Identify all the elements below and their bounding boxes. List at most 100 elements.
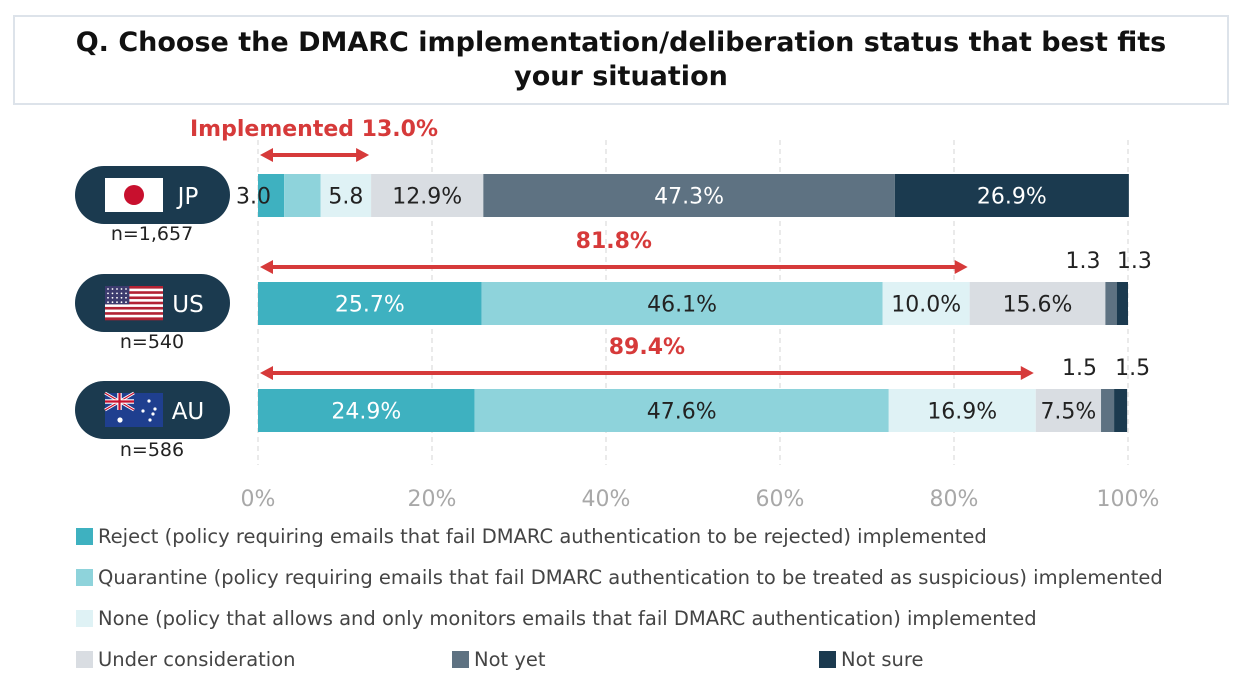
us-flag-star [116, 296, 118, 299]
data-label: 3.0 [236, 185, 271, 210]
us-flag-star [116, 301, 118, 304]
legend-swatch [452, 651, 469, 668]
southern-cross-star [151, 412, 155, 416]
legend-label: Quarantine (policy requiring emails that… [98, 566, 1163, 589]
data-label: 1.3 [1066, 249, 1101, 274]
bar-segment [483, 174, 895, 217]
southern-cross-star [153, 407, 157, 411]
legend-label: None (policy that allows and only monito… [98, 607, 1037, 630]
sample-size-label: n=586 [120, 439, 184, 461]
chart-title: Q. Choose the DMARC implementation/delib… [75, 27, 1167, 92]
legend-swatch [76, 569, 93, 586]
sample-size-label: n=540 [120, 331, 184, 353]
bar-segment [371, 174, 484, 217]
data-label: 12.9% [392, 185, 462, 210]
us-flag-star [116, 292, 118, 295]
legend-label: Under consideration [98, 648, 296, 671]
bar-segment [320, 174, 372, 217]
country-label: JP [176, 184, 199, 210]
bar-segment [474, 389, 889, 432]
data-label: 16.9% [927, 400, 997, 425]
legend-swatch [819, 651, 836, 668]
southern-cross-star [141, 409, 145, 413]
data-label: 47.6% [647, 400, 717, 425]
bar-segment [969, 282, 1106, 325]
southern-cross-star [147, 399, 151, 403]
annotation-arrowhead [1020, 366, 1034, 380]
bar-segment [481, 282, 883, 325]
us-flag-star [125, 288, 127, 290]
data-label: 26.9% [977, 185, 1047, 210]
data-label: 24.9% [331, 400, 401, 425]
us-flag-star [107, 292, 109, 295]
data-label: 5.8 [328, 185, 363, 210]
legend-label: Not yet [474, 648, 546, 671]
commonwealth-star [117, 417, 123, 423]
sample-size-label: n=1,657 [111, 223, 193, 245]
legend-item: Not yet [452, 648, 546, 671]
japan-flag-sun [124, 185, 144, 205]
data-label: 47.3% [654, 185, 724, 210]
legend-item: Under consideration [76, 648, 296, 671]
data-label: 1.3 [1117, 249, 1152, 274]
legend-label: Not sure [841, 648, 924, 671]
data-label: 25.7% [335, 293, 405, 318]
us-flag-star [111, 288, 114, 290]
bar-segment [888, 389, 1036, 432]
bar-segment [284, 174, 321, 217]
southern-cross-star [148, 418, 152, 422]
us-flag-star [125, 292, 127, 295]
us-flag-star [125, 301, 127, 304]
chart-title-box: Q. Choose the DMARC implementation/delib… [13, 15, 1229, 105]
legend-swatch [76, 610, 93, 627]
legend-item: Reject (policy requiring emails that fai… [76, 525, 987, 548]
bar-segment [258, 282, 482, 325]
us-flag-star [120, 301, 123, 304]
bar-segment [1101, 389, 1115, 432]
annotation-label: 89.4% [609, 335, 685, 360]
x-tick-label: 0% [241, 487, 276, 512]
data-label: 1.5 [1062, 356, 1097, 381]
country-label: US [172, 292, 203, 318]
data-label: 7.5% [1040, 400, 1096, 425]
us-flag-star [120, 292, 123, 295]
us-flag-star [111, 301, 114, 304]
x-tick-label: 80% [930, 487, 979, 512]
bar-segment [258, 389, 475, 432]
bar-segment [258, 174, 285, 217]
us-flag-star [111, 296, 114, 299]
annotation-arrowhead [260, 148, 273, 162]
annotation-label: 81.8% [576, 229, 652, 254]
data-label: 46.1% [647, 293, 717, 318]
legend-item: Not sure [819, 648, 923, 671]
country-label: AU [172, 399, 205, 425]
annotation-arrowhead [356, 148, 370, 162]
us-flag-star [107, 301, 109, 304]
us-flag-star [116, 288, 118, 290]
data-label: 15.6% [1003, 293, 1073, 318]
annotation-label: Implemented 13.0% [190, 117, 438, 142]
bar-segment [1105, 282, 1117, 325]
data-label: 1.5 [1115, 356, 1150, 381]
annotation-arrowhead [260, 366, 273, 380]
us-flag-star [120, 296, 123, 299]
legend-item: Quarantine (policy requiring emails that… [76, 566, 1163, 589]
us-flag [105, 286, 163, 321]
legend-swatch [76, 528, 93, 545]
chart-legend: Reject (policy requiring emails that fai… [76, 522, 1256, 682]
legend-swatch [76, 651, 93, 668]
us-flag-canton [105, 286, 130, 305]
us-flag-star [107, 296, 109, 299]
data-label: 10.0% [891, 293, 961, 318]
annotation-arrowhead [954, 260, 968, 274]
x-tick-label: 40% [582, 487, 631, 512]
x-tick-label: 60% [756, 487, 805, 512]
legend-item: None (policy that allows and only monito… [76, 607, 1037, 630]
bar-segment [1035, 389, 1102, 432]
bar-segment [1116, 282, 1128, 325]
x-tick-label: 100% [1097, 487, 1160, 512]
legend-label: Reject (policy requiring emails that fai… [98, 525, 987, 548]
bar-segment [1114, 389, 1128, 432]
x-tick-label: 20% [408, 487, 457, 512]
